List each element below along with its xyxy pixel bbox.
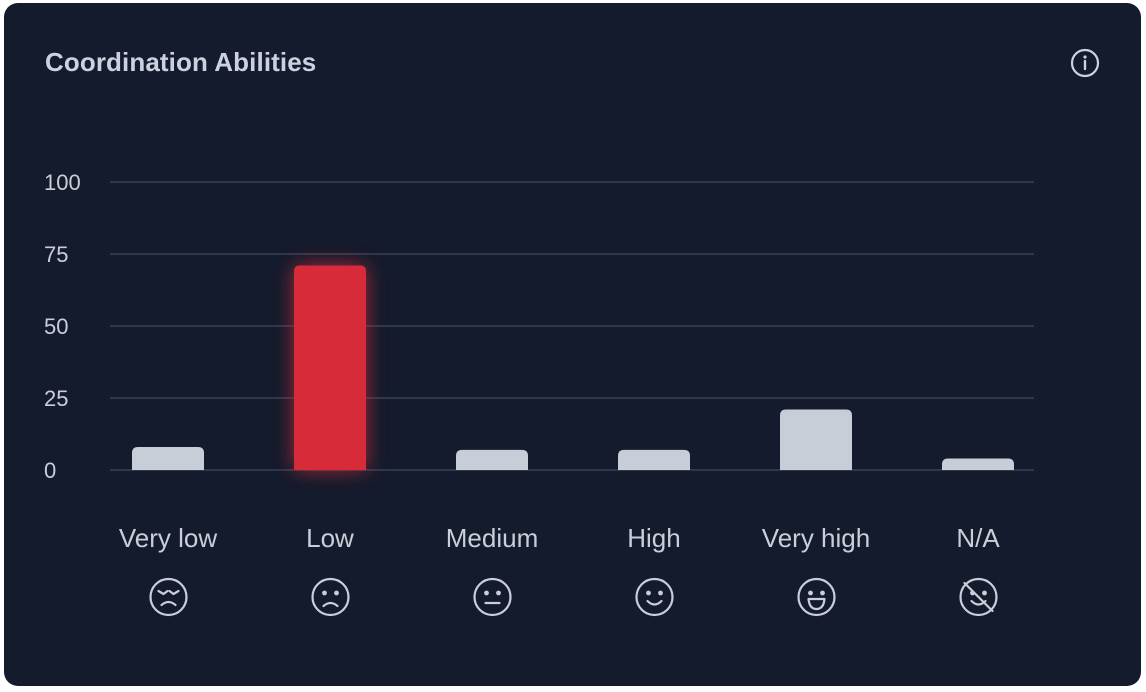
chart-title: Coordination Abilities xyxy=(45,47,317,77)
x-category-label: Low xyxy=(306,523,354,553)
bar-medium xyxy=(456,449,528,470)
x-category-label: N/A xyxy=(956,523,1000,553)
x-category-label: Very high xyxy=(762,523,870,553)
x-category-label: High xyxy=(627,523,680,553)
neutral-face-icon xyxy=(473,577,512,617)
y-tick-label: 75 xyxy=(44,242,68,267)
info-icon[interactable] xyxy=(1070,48,1100,78)
bar-very-high xyxy=(780,409,852,470)
frowning-face-icon xyxy=(311,577,350,617)
x-category-label: Medium xyxy=(446,523,538,553)
y-tick-label: 25 xyxy=(44,386,68,411)
chart-card: Coordination Abilities 0 25 50 75 100 Very lo… xyxy=(4,3,1141,686)
bar-n-a xyxy=(942,458,1014,470)
weary-face-icon xyxy=(149,577,188,617)
grinning-face-icon xyxy=(797,577,836,617)
bar-chart: 0 25 50 75 100 Very low Low Medium High Very high… xyxy=(44,170,1034,617)
smiling-face-icon xyxy=(635,577,674,617)
bar-low xyxy=(294,265,366,470)
y-tick-label: 0 xyxy=(44,458,56,483)
bar-very-low xyxy=(132,446,204,470)
y-tick-label: 50 xyxy=(44,314,68,339)
face-slash-icon xyxy=(959,577,998,617)
x-category-label: Very low xyxy=(119,523,217,553)
y-tick-label: 100 xyxy=(44,170,81,195)
bar-high xyxy=(618,449,690,470)
